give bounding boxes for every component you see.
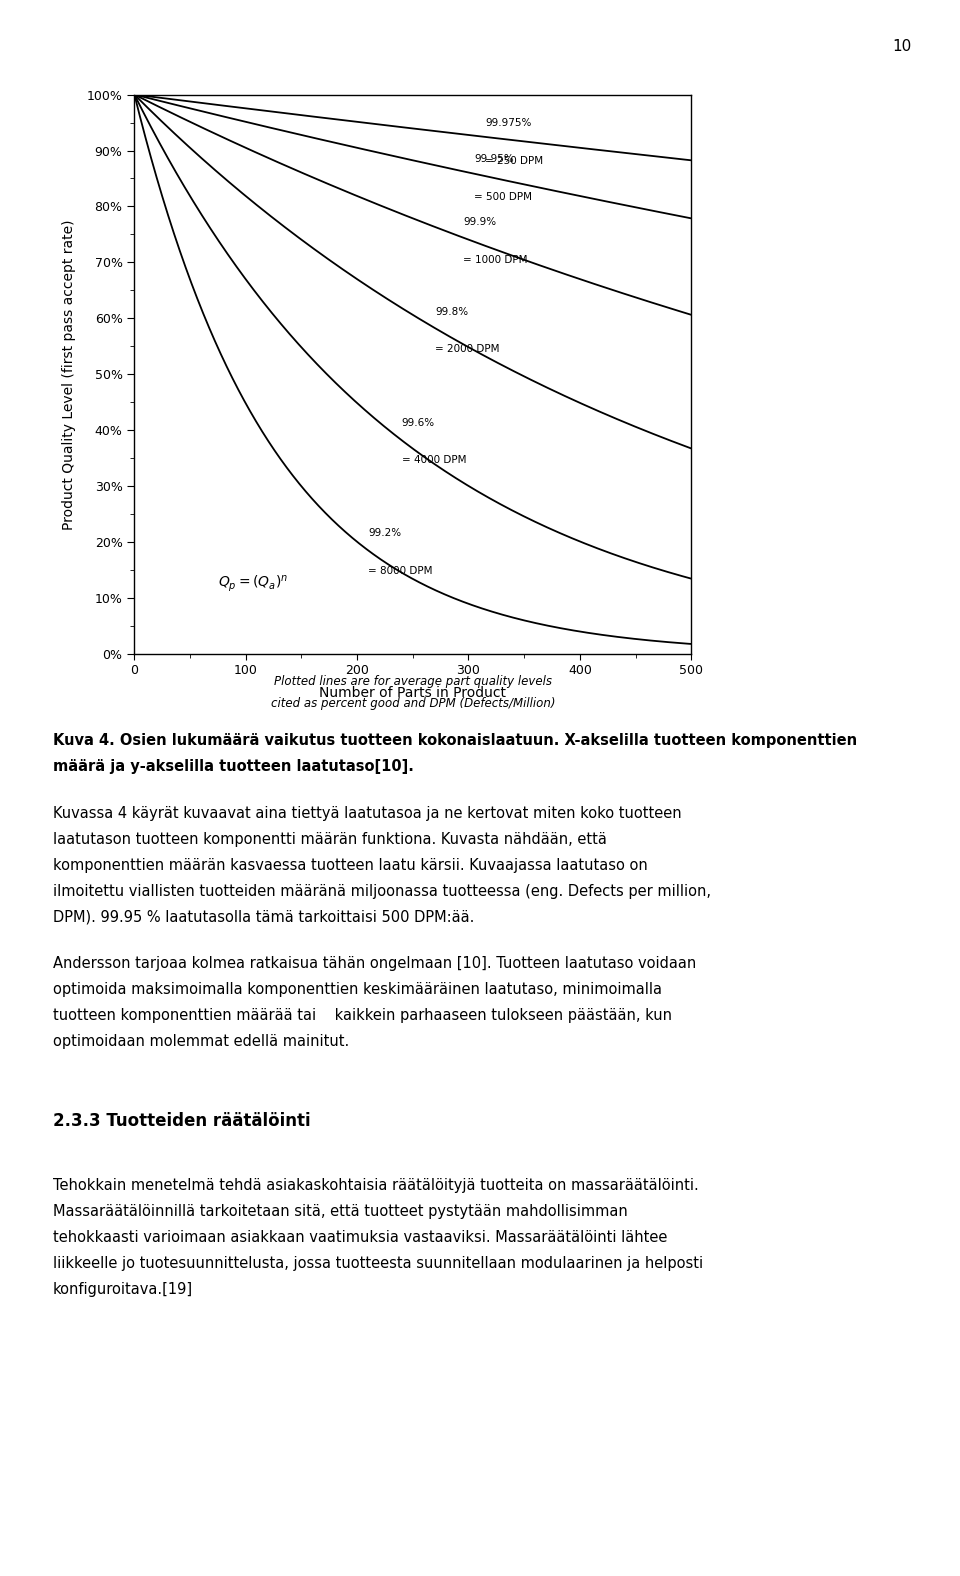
Text: = 4000 DPM: = 4000 DPM <box>401 455 467 465</box>
Text: optimoidaan molemmat edellä mainitut.: optimoidaan molemmat edellä mainitut. <box>53 1034 349 1050</box>
Text: 99.6%: 99.6% <box>401 418 435 427</box>
Text: = 8000 DPM: = 8000 DPM <box>369 566 433 575</box>
Text: Kuva 4. Osien lukumäärä vaikutus tuotteen kokonaislaatuun. X-akselilla tuotteen : Kuva 4. Osien lukumäärä vaikutus tuottee… <box>53 733 857 749</box>
Text: 2.3.3 Tuotteiden räätälöinti: 2.3.3 Tuotteiden räätälöinti <box>53 1113 310 1130</box>
Text: DPM). 99.95 % laatutasolla tämä tarkoittaisi 500 DPM:ää.: DPM). 99.95 % laatutasolla tämä tarkoitt… <box>53 909 474 925</box>
Text: komponenttien määrän kasvaessa tuotteen laatu kärsii. Kuvaajassa laatutaso on: komponenttien määrän kasvaessa tuotteen … <box>53 857 648 873</box>
Text: Tehokkain menetelmä tehdä asiakaskohtaisia räätälöityjä tuotteita on massaräätäl: Tehokkain menetelmä tehdä asiakaskohtais… <box>53 1177 699 1193</box>
X-axis label: Number of Parts in Product: Number of Parts in Product <box>320 686 506 700</box>
Text: Massaräätälöinnillä tarkoitetaan sitä, että tuotteet pystytään mahdollisimman: Massaräätälöinnillä tarkoitetaan sitä, e… <box>53 1204 628 1218</box>
Text: $Q_p = (Q_a)^n$: $Q_p = (Q_a)^n$ <box>218 574 288 594</box>
Text: = 1000 DPM: = 1000 DPM <box>463 255 527 265</box>
Text: Kuvassa 4 käyrät kuvaavat aina tiettyä laatutasoa ja ne kertovat miten koko tuot: Kuvassa 4 käyrät kuvaavat aina tiettyä l… <box>53 805 682 821</box>
Text: ilmoitettu viallisten tuotteiden määränä miljoonassa tuotteessa (eng. Defects pe: ilmoitettu viallisten tuotteiden määränä… <box>53 884 710 898</box>
Text: cited as percent good and DPM (Defects/Million): cited as percent good and DPM (Defects/M… <box>271 697 555 709</box>
Text: konfiguroitava.[19]: konfiguroitava.[19] <box>53 1281 193 1297</box>
Text: tuotteen komponenttien määrää tai    kaikkein parhaaseen tulokseen päästään, kun: tuotteen komponenttien määrää tai kaikke… <box>53 1009 672 1023</box>
Text: Plotted lines are for average part quality levels: Plotted lines are for average part quali… <box>274 675 552 687</box>
Y-axis label: Product Quality Level (first pass accept rate): Product Quality Level (first pass accept… <box>61 219 76 530</box>
Text: = 2000 DPM: = 2000 DPM <box>435 345 499 355</box>
Text: 99.975%: 99.975% <box>485 118 532 128</box>
Text: laatutason tuotteen komponentti määrän funktiona. Kuvasta nähdään, että: laatutason tuotteen komponentti määrän f… <box>53 832 607 846</box>
Text: Andersson tarjoaa kolmea ratkaisua tähän ongelmaan [10]. Tuotteen laatutaso void: Andersson tarjoaa kolmea ratkaisua tähän… <box>53 957 696 971</box>
Text: 10: 10 <box>893 39 912 55</box>
Text: liikkeelle jo tuotesuunnittelusta, jossa tuotteesta suunnitellaan modulaarinen j: liikkeelle jo tuotesuunnittelusta, jossa… <box>53 1256 703 1270</box>
Text: = 500 DPM: = 500 DPM <box>474 192 532 202</box>
Text: 99.95%: 99.95% <box>474 154 514 164</box>
Text: tehokkaasti varioimaan asiakkaan vaatimuksia vastaaviksi. Massaräätälöinti lähte: tehokkaasti varioimaan asiakkaan vaatimu… <box>53 1229 667 1245</box>
Text: 99.2%: 99.2% <box>369 528 401 537</box>
Text: optimoida maksimoimalla komponenttien keskimääräinen laatutaso, minimoimalla: optimoida maksimoimalla komponenttien ke… <box>53 982 661 998</box>
Text: 99.8%: 99.8% <box>435 306 468 317</box>
Text: määrä ja y-akselilla tuotteen laatutaso[10].: määrä ja y-akselilla tuotteen laatutaso[… <box>53 760 414 774</box>
Text: 99.9%: 99.9% <box>463 217 496 227</box>
Text: = 250 DPM: = 250 DPM <box>485 156 543 165</box>
